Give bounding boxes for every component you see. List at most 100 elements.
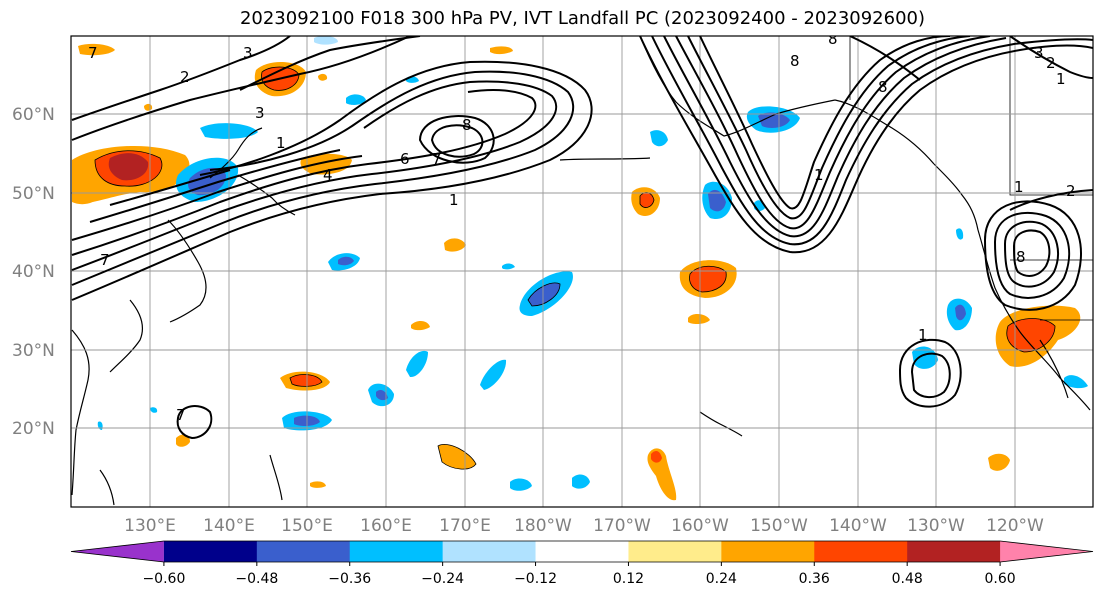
anomaly-blob — [528, 282, 560, 306]
contour-label: 1 — [1056, 70, 1066, 88]
lon-label: 130°E — [124, 516, 176, 536]
plot-frame — [70, 35, 1094, 508]
contour-label: 1 — [276, 134, 286, 152]
lon-label: 150°W — [750, 516, 808, 536]
anomaly-blob — [689, 266, 727, 292]
anomaly-blob — [490, 46, 513, 55]
lat-label: 50°N — [12, 184, 55, 204]
coastline-japan — [167, 219, 207, 323]
anomaly-blob — [310, 481, 326, 488]
plot-area — [71, 36, 1093, 507]
longitude-labels: 130°E 140°E 150°E 160°E 170°E 180°W 170°… — [124, 516, 1044, 536]
coastline-baja — [1039, 339, 1069, 399]
map-title: 2023092100 F018 300 hPa PV, IVT Landfall… — [239, 8, 926, 29]
anomaly-blob — [708, 189, 726, 212]
colorbar-tick-label: −0.24 — [421, 571, 464, 587]
colorbar-tick-label: −0.36 — [328, 571, 371, 587]
lon-label: 150°E — [281, 516, 333, 536]
contour-label: 2 — [180, 68, 190, 86]
colorbar-segment — [1000, 541, 1093, 562]
anomaly-blob — [502, 263, 515, 270]
colorbar-segment — [628, 541, 722, 562]
anomaly-blob — [176, 434, 190, 447]
contour-label: 2 — [1046, 54, 1056, 72]
coastline-aleutians — [559, 157, 651, 161]
lat-label: 20°N — [12, 419, 55, 439]
anomaly-blob — [411, 321, 430, 331]
contour-label: 1 — [814, 166, 824, 184]
colorbar-tick-label: −0.12 — [514, 571, 557, 587]
colorbar-segment — [256, 541, 351, 562]
contour-label: 1 — [918, 326, 928, 344]
anomaly-blob — [640, 192, 654, 208]
contour-label: 3 — [255, 104, 265, 122]
anomaly-blob — [290, 374, 322, 387]
latitude-labels: 60°N 50°N 40°N 30°N 20°N — [12, 105, 55, 439]
anomaly-blob — [572, 474, 590, 489]
anomaly-blob — [758, 112, 790, 128]
colorbar-segment — [721, 541, 815, 562]
lon-label: 140°W — [829, 516, 887, 536]
colorbar-segment — [442, 541, 537, 562]
contour-label: 6 — [400, 150, 410, 168]
lon-label: 160°W — [671, 516, 729, 536]
colorbar-segment — [907, 541, 1001, 562]
lon-label: 180°W — [514, 516, 572, 536]
lat-label: 60°N — [12, 105, 55, 125]
colorbar-segment — [535, 541, 629, 562]
anomaly-blob — [346, 94, 366, 105]
anomaly-blob — [338, 256, 354, 266]
colorbar-segment — [814, 541, 908, 562]
contour-label: 8 — [878, 78, 888, 96]
contour-label: 7 — [176, 406, 186, 424]
colorbar-tick-label: −0.48 — [235, 571, 278, 587]
lon-label: 170°W — [593, 516, 651, 536]
contour-label: 7 — [88, 44, 98, 62]
contour-label: 8 — [828, 30, 838, 48]
anomaly-blob — [988, 453, 1010, 471]
coastline-bc — [933, 163, 979, 231]
colorbar-tick-label: −0.60 — [142, 571, 185, 587]
contour-label: 3 — [243, 44, 253, 62]
colorbar-tick-label: 0.48 — [892, 571, 923, 587]
contour-label: 8 — [790, 52, 800, 70]
contour-label: 1 — [1014, 178, 1024, 196]
contour-label: 7 — [432, 150, 442, 168]
colorbar-tick-label: 0.12 — [613, 571, 644, 587]
colorbar-tick-label: 0.60 — [985, 571, 1016, 587]
lon-label: 130°W — [907, 516, 965, 536]
anomaly-blob — [651, 450, 662, 463]
anomaly-blob — [438, 444, 476, 470]
anomaly-blob — [78, 43, 115, 56]
coastline-hawaii — [699, 411, 743, 437]
anomaly-blob — [650, 130, 668, 147]
colorbar-tick-label: 0.36 — [799, 571, 830, 587]
lon-label: 170°E — [439, 516, 491, 536]
anomaly-blob — [955, 304, 966, 321]
anomaly-blob — [1064, 375, 1088, 389]
contour-label: 2 — [1066, 182, 1076, 200]
contour-labels: 7 3 2 7 3 1 4 6 7 8 1 8 8 8 3 2 1 1 2 8 … — [88, 30, 1076, 424]
anomaly-blob — [688, 314, 710, 325]
colorbar-segment — [163, 541, 258, 562]
anomaly-blob — [150, 407, 158, 413]
anomaly-blob — [314, 36, 338, 45]
lon-label: 120°W — [986, 516, 1044, 536]
anomaly-blob — [444, 238, 466, 252]
contour-label: 8 — [1016, 248, 1026, 266]
anomaly-blob — [510, 478, 532, 491]
contour-label: 4 — [323, 166, 333, 184]
lon-label: 160°E — [360, 516, 412, 536]
contour-label: 8 — [462, 116, 472, 134]
anomaly-blob — [956, 228, 964, 240]
anomaly-blob — [912, 346, 938, 369]
colorbar-segment — [71, 541, 164, 562]
coastline-taiwan — [99, 469, 115, 506]
anomaly-blob — [108, 153, 149, 181]
lon-label: 140°E — [203, 516, 255, 536]
anomaly-blob — [406, 350, 428, 378]
colorbar: −0.60 −0.48 −0.36 −0.24 −0.12 0.12 0.24 0.36 0.4… — [70, 540, 1094, 587]
coastline-korea — [109, 299, 143, 373]
contour-label: 3 — [1034, 44, 1044, 62]
